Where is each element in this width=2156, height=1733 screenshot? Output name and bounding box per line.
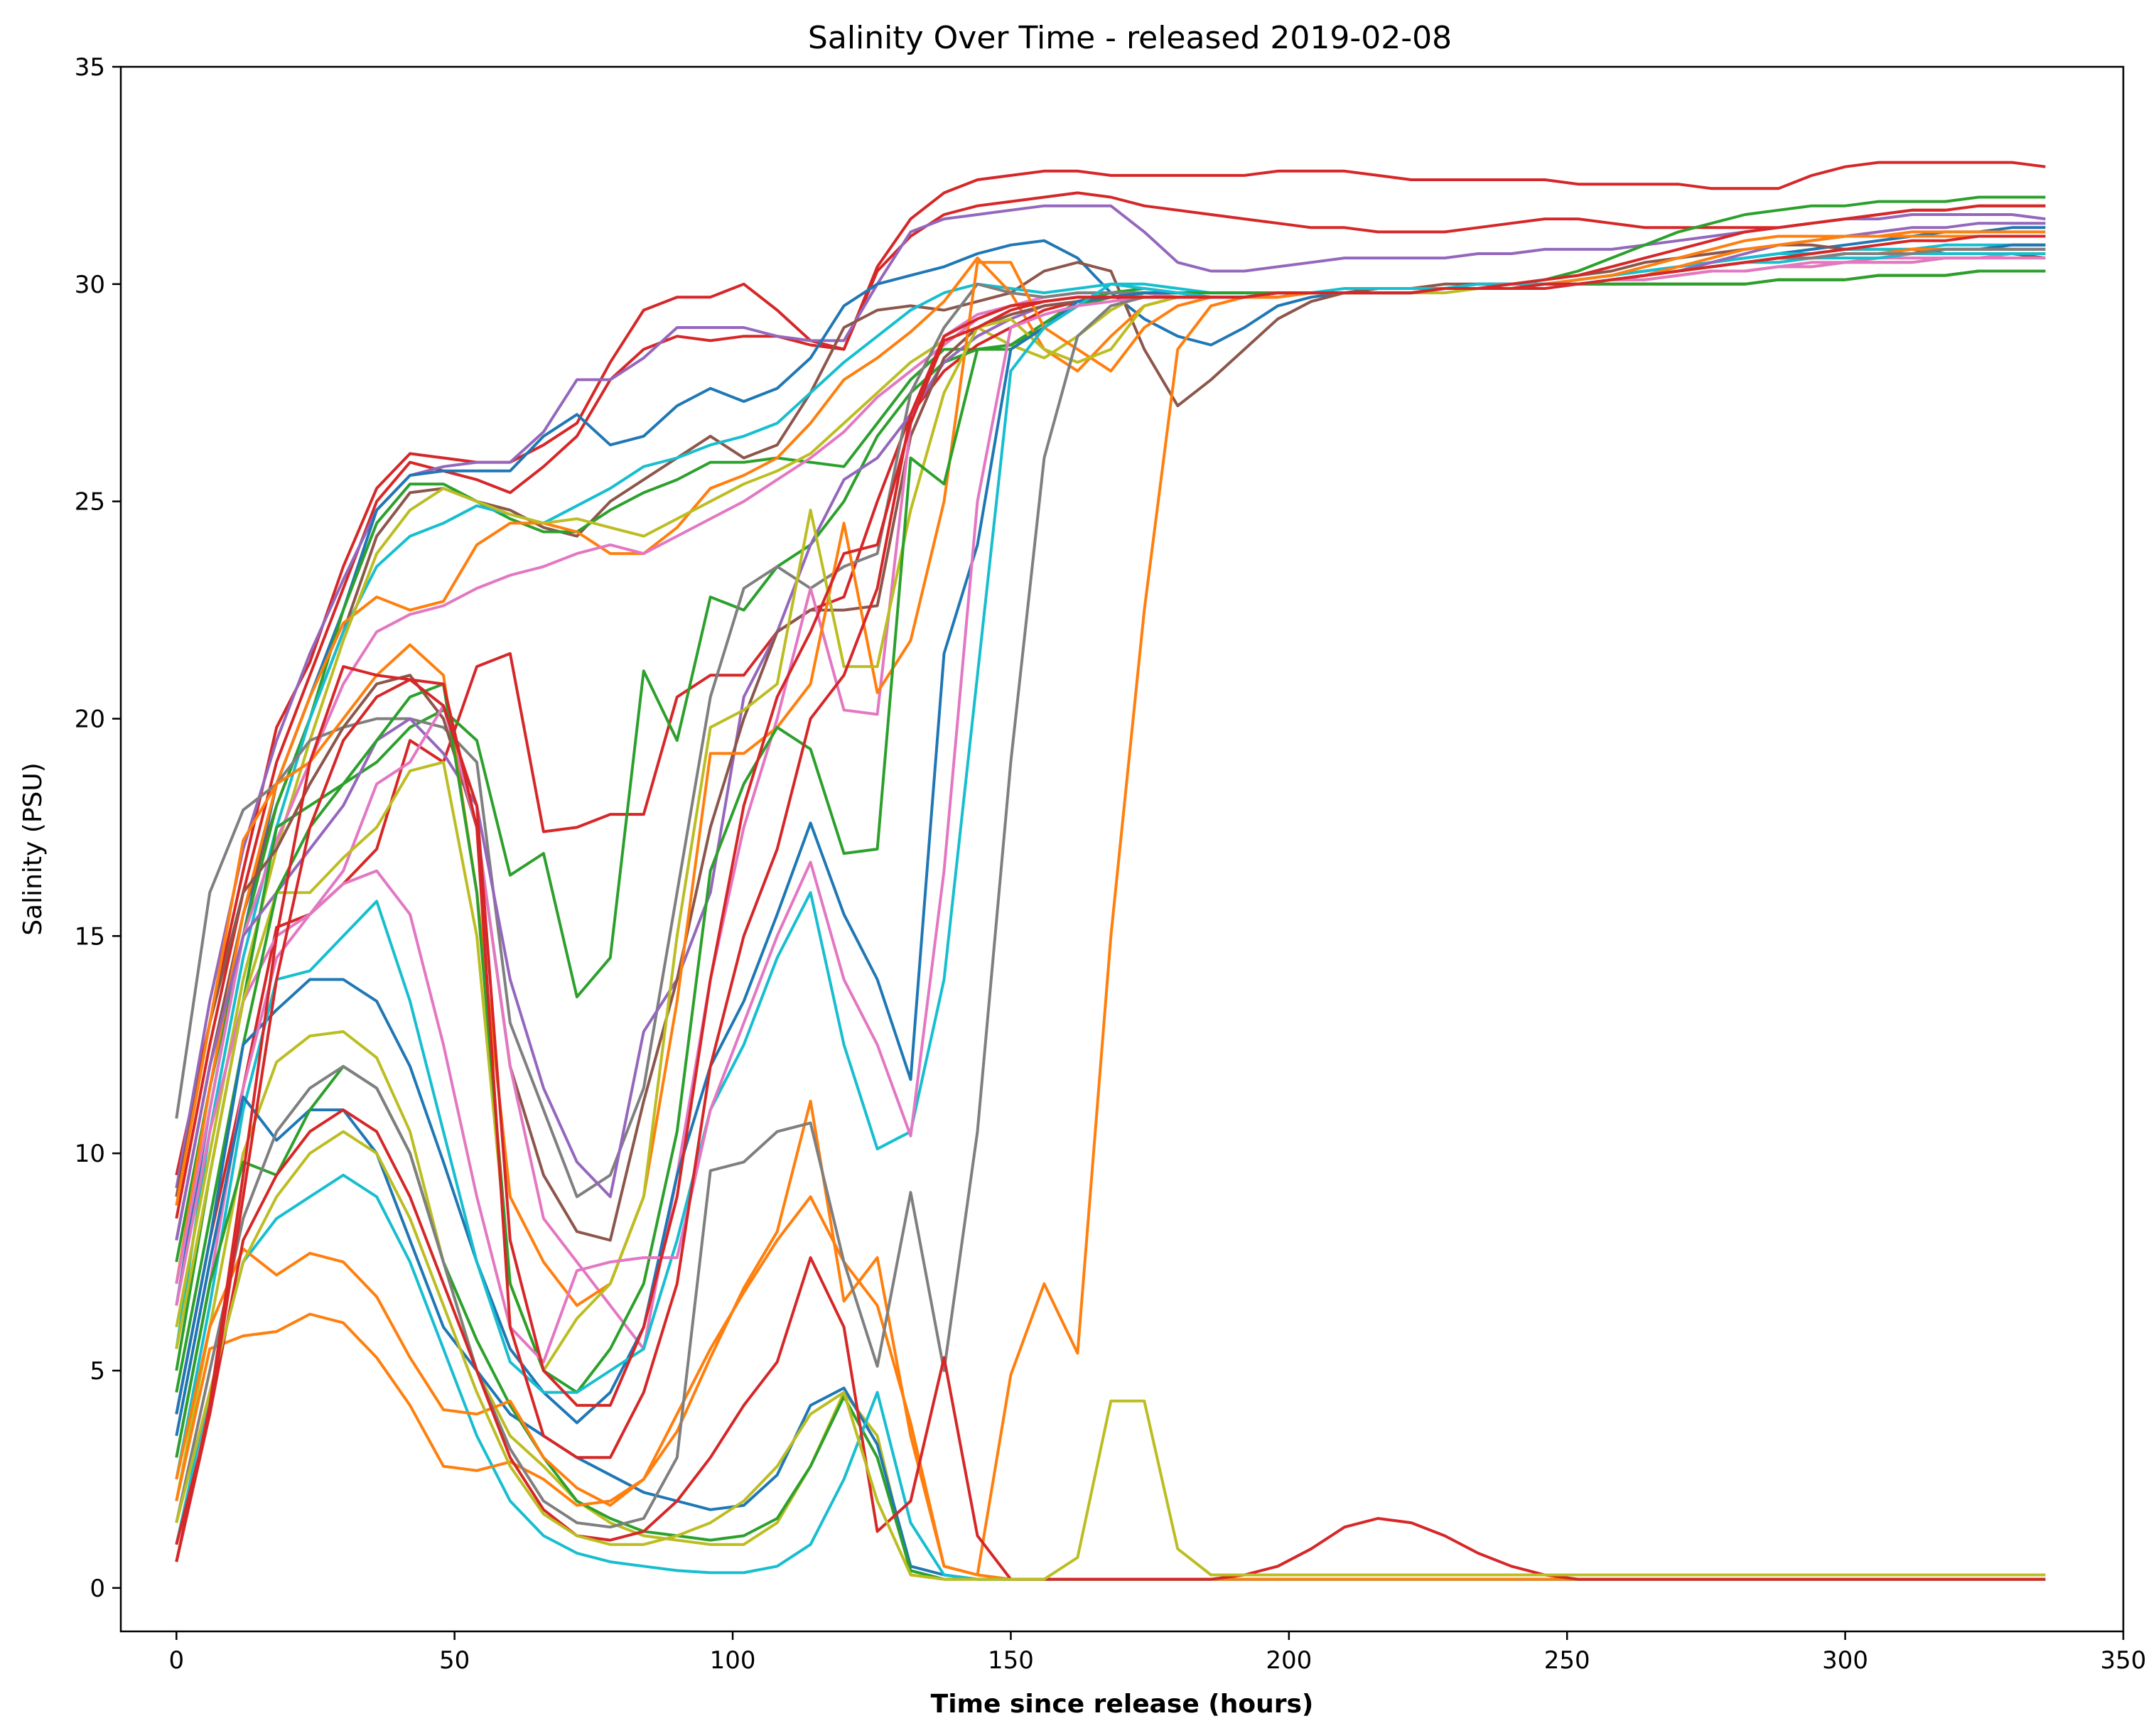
y-tick-label: 10	[75, 1140, 105, 1168]
chart-title: Salinity Over Time - released 2019-02-08	[808, 20, 1452, 56]
series-line-2	[175, 191, 2046, 1219]
series-line-8	[175, 234, 2046, 1285]
x-tick-label: 100	[710, 1646, 756, 1675]
x-tick-label: 200	[1266, 1646, 1312, 1675]
y-tick-label: 35	[75, 53, 105, 82]
y-tick-label: 0	[90, 1575, 105, 1603]
y-axis-label: Salinity (PSU)	[18, 762, 48, 936]
y-tick-label: 30	[75, 271, 105, 299]
plot-area	[175, 161, 2046, 1581]
series-line-31	[175, 1130, 2046, 1581]
series-line-22	[175, 257, 2046, 1458]
x-axis: 0 50 100 150 200 250 300 350	[168, 1631, 2146, 1675]
plot-frame	[119, 65, 2125, 1633]
x-axis-label: Time since release (hours)	[931, 1690, 1314, 1719]
x-tick-label: 0	[168, 1646, 184, 1675]
series-line-30	[175, 1108, 2046, 1581]
x-tick-label: 50	[439, 1646, 470, 1675]
x-tick-label: 300	[1822, 1646, 1868, 1675]
y-axis: 0 5 10 15 20 25 30 35	[75, 53, 121, 1603]
x-tick-label: 350	[2101, 1646, 2147, 1675]
series-line-33	[175, 234, 2046, 1562]
y-tick-label: 20	[75, 706, 105, 734]
y-tick-label: 25	[75, 488, 105, 517]
y-tick-label: 15	[75, 922, 105, 951]
x-tick-label: 150	[988, 1646, 1034, 1675]
y-tick-label: 5	[90, 1357, 105, 1386]
x-tick-label: 250	[1544, 1646, 1590, 1675]
